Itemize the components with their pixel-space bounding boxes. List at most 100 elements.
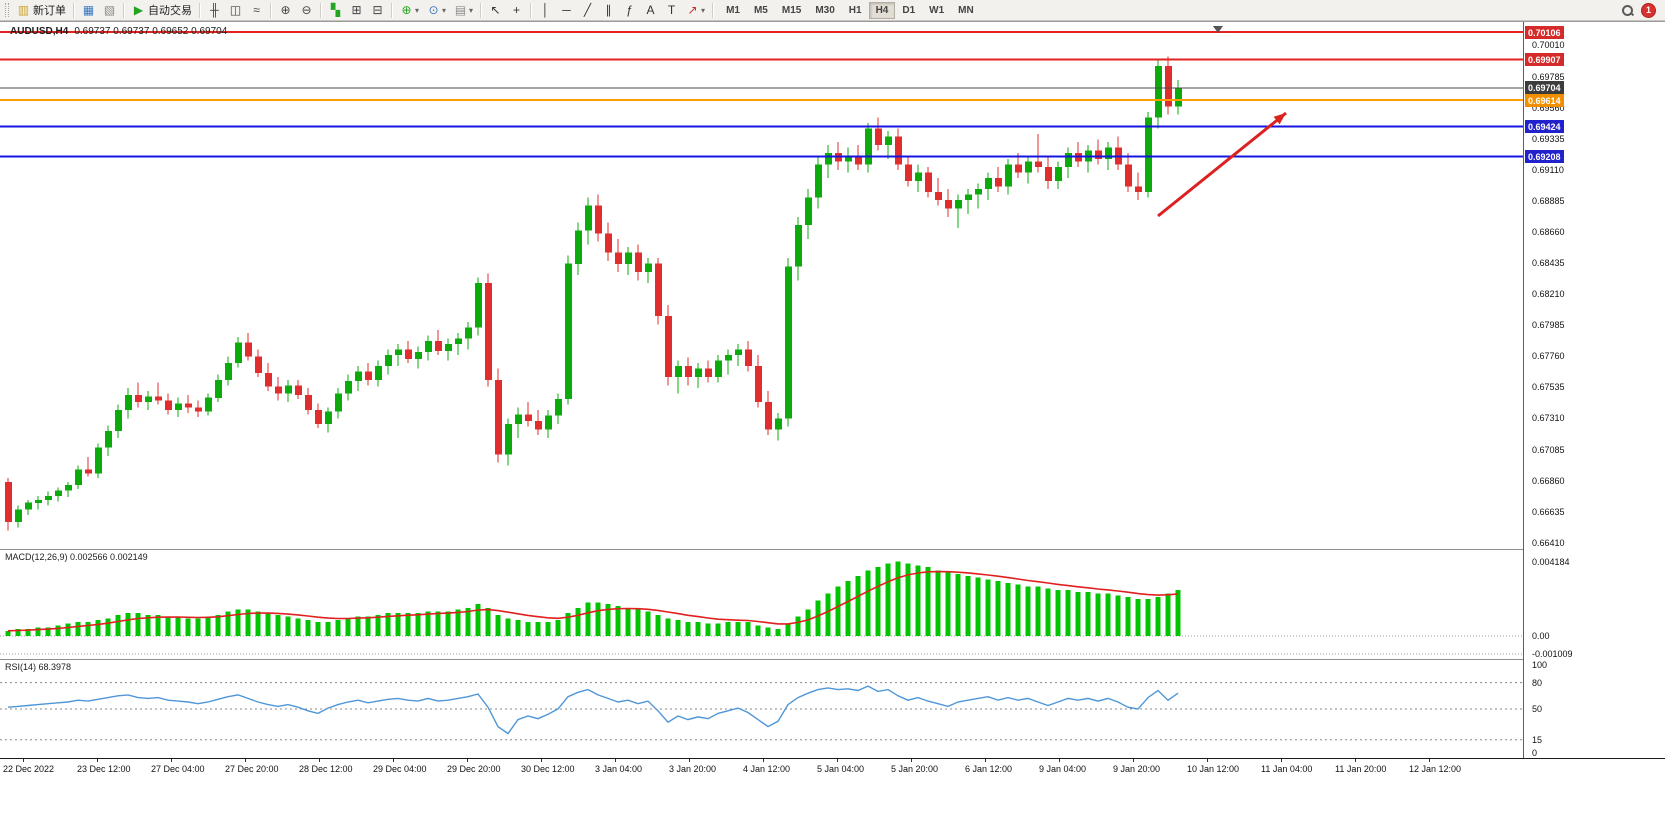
candle (5, 477, 12, 531)
text-icon: A (646, 3, 655, 17)
text-button[interactable]: A (640, 1, 661, 19)
candle (895, 128, 902, 170)
toolbar-buttons: ▥ 新订单 ▦ ▧ ▶ 自动交易 ╫ ◫ ≈ ⊕ ⊖ ▚ ⊞ ⊟ ⊕ ▾ ⊙ ▾ ▤ ▾ ↖ + │ ─ ╱ ∥ ƒ A T ↗ ▾ (13, 0, 717, 20)
candle (255, 349, 262, 377)
auto-trading-button[interactable]: ▶ 自动交易 (128, 1, 196, 19)
label-button[interactable]: T (661, 1, 682, 19)
price-line-badge[interactable]: 0.69424 (1525, 120, 1564, 133)
toolbar-separator (712, 2, 715, 18)
bar-chart-button[interactable]: ╫ (204, 1, 225, 19)
candle (635, 244, 642, 281)
candle (1055, 161, 1062, 190)
periods-button[interactable]: ⊙ ▾ (423, 1, 450, 19)
macd-panel-splitter[interactable] (0, 549, 1665, 550)
cursor-button[interactable]: ↖ (485, 1, 506, 19)
cascade-windows-button[interactable]: ⊞ (346, 1, 367, 19)
time-label: 29 Dec 20:00 (447, 764, 501, 774)
timeframe-mn-button[interactable]: MN (958, 4, 974, 16)
channel-button[interactable]: ∥ (598, 1, 619, 19)
zoom-out-button[interactable]: ⊖ (296, 1, 317, 19)
chart-window: AUDUSD,H4 0.69737 0.69737 0.69652 0.69704… (0, 21, 1665, 777)
rsi-panel-splitter[interactable] (0, 659, 1665, 660)
label-icon: T (667, 3, 676, 17)
candle (645, 258, 652, 284)
rsi-axis-label: 80 (1532, 678, 1543, 688)
indicators-button[interactable]: ⊕ ▾ (396, 1, 423, 19)
time-label: 27 Dec 04:00 (151, 764, 205, 774)
toolbar-drag-handle[interactable] (5, 3, 9, 17)
new-order-icon: ▥ (17, 3, 30, 17)
macd-indicator-chart[interactable] (0, 549, 1523, 659)
price-line-badge[interactable]: 0.70106 (1525, 26, 1564, 39)
time-tick (171, 759, 172, 762)
horizontal-line-button[interactable]: ─ (556, 1, 577, 19)
fibonacci-button[interactable]: ƒ (619, 1, 640, 19)
templates-button[interactable]: ▤ ▾ (450, 1, 477, 19)
candle (845, 147, 852, 173)
new-order-button[interactable]: ▥ 新订单 (13, 1, 70, 19)
profiles-button[interactable]: ▧ (99, 1, 120, 19)
candle (1075, 142, 1082, 167)
time-tick (1059, 759, 1060, 762)
autotrade-play-icon: ▶ (133, 3, 144, 17)
search-icon[interactable] (1621, 4, 1634, 17)
timeframe-m1-button[interactable]: M1 (726, 4, 740, 16)
time-tick (1429, 759, 1430, 762)
template-icon: ▤ (454, 3, 467, 17)
chart-shift-marker[interactable] (1213, 26, 1223, 33)
tile-windows-button[interactable]: ▚ (325, 1, 346, 19)
macd-axis-label: -0.001009 (1532, 649, 1573, 659)
time-tick (689, 759, 690, 762)
symbol-period-label: AUDUSD,H4 (10, 26, 69, 37)
candlestick-chart-button[interactable]: ◫ (225, 1, 246, 19)
notification-badge[interactable]: 1 (1641, 2, 1656, 18)
timeframe-m30-button[interactable]: M30 (815, 4, 835, 16)
time-tick (837, 759, 838, 762)
candle (565, 255, 572, 405)
timeframe-m15-button[interactable]: M15 (781, 4, 802, 16)
time-tick (97, 759, 98, 762)
trend-arrow[interactable] (1157, 111, 1287, 218)
price-axis[interactable]: 0.70010 0.69785 0.69560 0.69335 0.69110 0.688… (1523, 22, 1665, 777)
crosshair-button[interactable]: + (506, 1, 527, 19)
candle (935, 178, 942, 206)
candle (695, 363, 702, 389)
candle (235, 337, 242, 368)
rsi-indicator-chart[interactable] (0, 659, 1523, 758)
time-label: 9 Jan 04:00 (1039, 764, 1087, 774)
tile-windows-icon: ▚ (330, 3, 341, 17)
timeframe-w1-button[interactable]: W1 (929, 4, 945, 16)
candle (275, 377, 282, 401)
arrows-button[interactable]: ↗ ▾ (682, 1, 709, 19)
price-line-badge[interactable]: 0.69208 (1525, 150, 1564, 163)
timeframe-h4-button[interactable]: H4 (868, 1, 896, 19)
vertical-line-button[interactable]: │ (535, 1, 556, 19)
arrange-windows-button[interactable]: ⊟ (367, 1, 388, 19)
time-axis[interactable]: 22 Dec 2022 23 Dec 12:00 27 Dec 04:00 27 De… (0, 758, 1665, 777)
timeframe-h1-button[interactable]: H1 (848, 4, 862, 16)
toolbar-separator (199, 2, 201, 18)
candle (665, 305, 672, 386)
bar-chart-icon: ╫ (210, 3, 219, 17)
candle (15, 505, 22, 528)
toolbar-separator (530, 2, 533, 18)
charts-grid-button[interactable]: ▦ (78, 1, 99, 19)
line-chart-button[interactable]: ≈ (246, 1, 267, 19)
zoom-in-icon: ⊕ (280, 3, 291, 17)
candle (785, 258, 792, 427)
candle (915, 164, 922, 192)
price-line-badge[interactable]: 0.69907 (1525, 53, 1564, 66)
zoom-in-button[interactable]: ⊕ (275, 1, 296, 19)
candle (925, 167, 932, 198)
candle (655, 258, 662, 325)
timeframe-m5-button[interactable]: M5 (753, 4, 768, 16)
candle (295, 379, 302, 400)
current-price-badge[interactable]: 0.69704 (1525, 81, 1564, 94)
chart-title: AUDUSD,H4 0.69737 0.69737 0.69652 0.69704 (10, 26, 227, 37)
trendline-button[interactable]: ╱ (577, 1, 598, 19)
candle (185, 395, 192, 413)
timeframe-d1-button[interactable]: D1 (902, 4, 916, 16)
candlestick-chart[interactable] (0, 22, 1523, 549)
candle (515, 407, 522, 438)
price-line-badge[interactable]: 0.69614 (1525, 94, 1564, 107)
